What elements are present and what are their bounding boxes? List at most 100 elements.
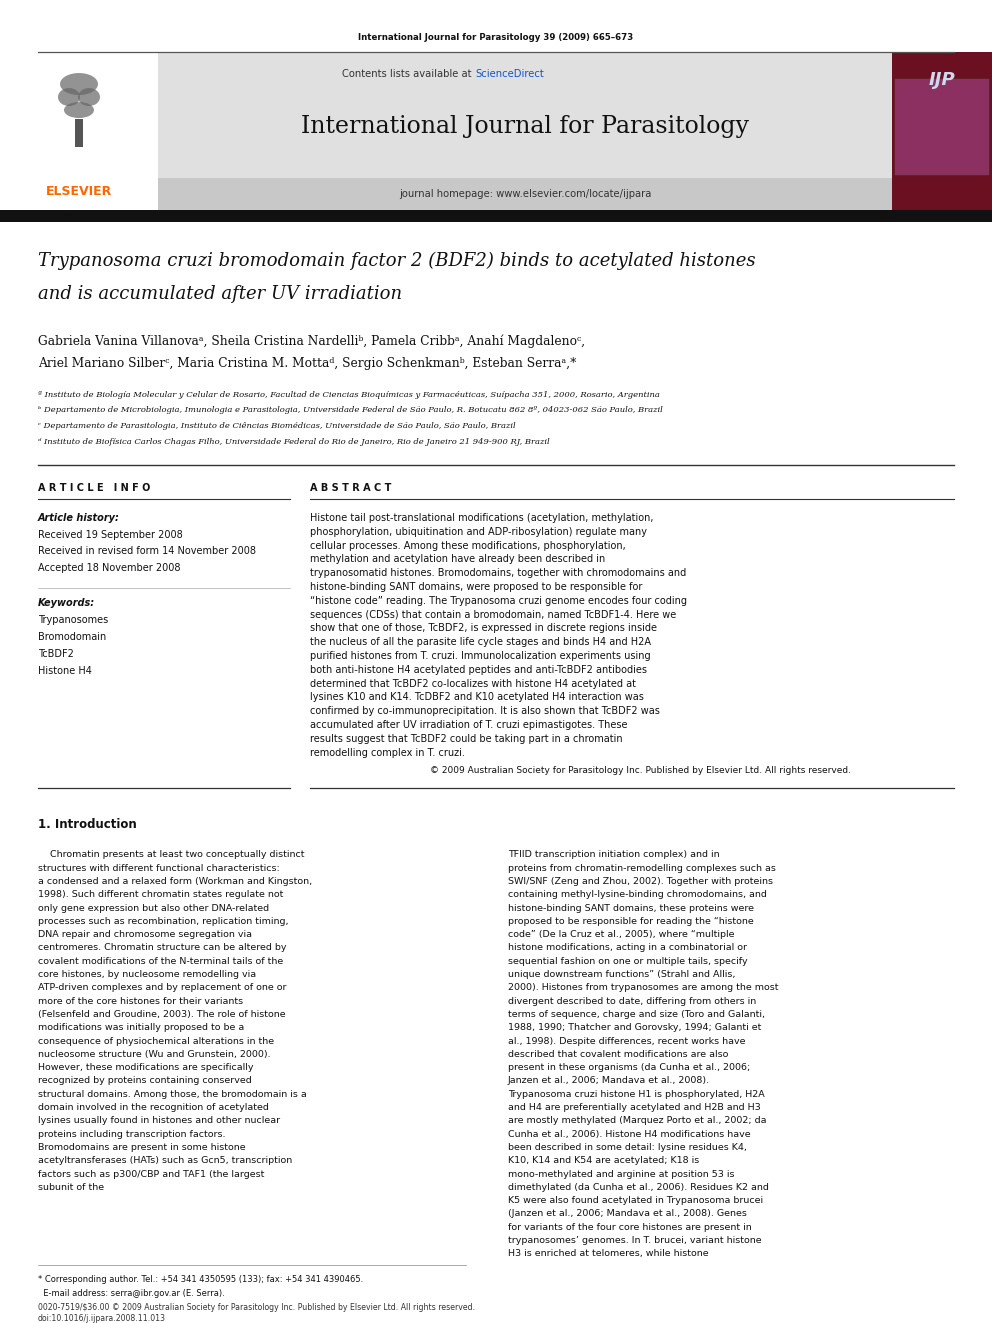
- Ellipse shape: [78, 89, 100, 106]
- Text: acetyltransferases (HATs) such as Gcn5, transcription: acetyltransferases (HATs) such as Gcn5, …: [38, 1156, 293, 1166]
- Text: histone modifications, acting in a combinatorial or: histone modifications, acting in a combi…: [508, 943, 747, 953]
- Text: sequences (CDSs) that contain a bromodomain, named TcBDF1-4. Here we: sequences (CDSs) that contain a bromodom…: [310, 610, 677, 619]
- Bar: [895, 79, 989, 175]
- Text: present in these organisms (da Cunha et al., 2006;: present in these organisms (da Cunha et …: [508, 1064, 750, 1072]
- Text: trypanosomes’ genomes. In T. brucei, variant histone: trypanosomes’ genomes. In T. brucei, var…: [508, 1236, 762, 1245]
- Text: are mostly methylated (Marquez Porto et al., 2002; da: are mostly methylated (Marquez Porto et …: [508, 1117, 767, 1126]
- Text: Keywords:: Keywords:: [38, 598, 95, 609]
- Text: the nucleus of all the parasite life cycle stages and binds H4 and H2A: the nucleus of all the parasite life cyc…: [310, 638, 651, 647]
- Text: proteins including transcription factors.: proteins including transcription factors…: [38, 1130, 225, 1139]
- Text: However, these modifications are specifically: However, these modifications are specifi…: [38, 1064, 254, 1072]
- Bar: [0, 210, 992, 222]
- Text: and H4 are preferentially acetylated and H2B and H3: and H4 are preferentially acetylated and…: [508, 1103, 761, 1113]
- Text: © 2009 Australian Society for Parasitology Inc. Published by Elsevier Ltd. All r: © 2009 Australian Society for Parasitolo…: [430, 766, 851, 775]
- Text: determined that TcBDF2 co-localizes with histone H4 acetylated at: determined that TcBDF2 co-localizes with…: [310, 679, 636, 688]
- Text: trypanosomatid histones. Bromodomains, together with chromodomains and: trypanosomatid histones. Bromodomains, t…: [310, 568, 686, 578]
- Text: Bromodomain: Bromodomain: [38, 632, 106, 642]
- Text: Ariel Mariano Silberᶜ, Maria Cristina M. Mottaᵈ, Sergio Schenkmanᵇ, Esteban Serr: Ariel Mariano Silberᶜ, Maria Cristina M.…: [38, 357, 576, 370]
- Text: A B S T R A C T: A B S T R A C T: [310, 483, 392, 493]
- Text: DNA repair and chromosome segregation via: DNA repair and chromosome segregation vi…: [38, 930, 252, 939]
- Text: processes such as recombination, replication timing,: processes such as recombination, replica…: [38, 917, 289, 926]
- Text: both anti-histone H4 acetylated peptides and anti-TcBDF2 antibodies: both anti-histone H4 acetylated peptides…: [310, 664, 647, 675]
- Text: core histones, by nucleosome remodelling via: core histones, by nucleosome remodelling…: [38, 970, 256, 979]
- Text: results suggest that TcBDF2 could be taking part in a chromatin: results suggest that TcBDF2 could be tak…: [310, 734, 623, 744]
- Text: mono-methylated and arginine at position 53 is: mono-methylated and arginine at position…: [508, 1170, 734, 1179]
- Text: Histone tail post-translational modifications (acetylation, methylation,: Histone tail post-translational modifica…: [310, 513, 654, 523]
- Text: structures with different functional characteristics:: structures with different functional cha…: [38, 864, 280, 873]
- Bar: [158, 179, 892, 210]
- Text: histone-binding SANT domains, these proteins were: histone-binding SANT domains, these prot…: [508, 904, 754, 913]
- Text: International Journal for Parasitology: International Journal for Parasitology: [301, 115, 749, 138]
- Text: code” (De la Cruz et al., 2005), where “multiple: code” (De la Cruz et al., 2005), where “…: [508, 930, 734, 939]
- Text: proteins from chromatin-remodelling complexes such as: proteins from chromatin-remodelling comp…: [508, 864, 776, 873]
- Text: divergent described to date, differing from others in: divergent described to date, differing f…: [508, 996, 756, 1005]
- Text: ᵈ Instituto de Biofísica Carlos Chagas Filho, Universidade Federal do Rio de Jan: ᵈ Instituto de Biofísica Carlos Chagas F…: [38, 438, 550, 446]
- Ellipse shape: [58, 89, 80, 106]
- Bar: [895, 79, 989, 175]
- Text: TcBDF2: TcBDF2: [38, 650, 73, 659]
- Text: Accepted 18 November 2008: Accepted 18 November 2008: [38, 564, 181, 573]
- Text: histone-binding SANT domains, were proposed to be responsible for: histone-binding SANT domains, were propo…: [310, 582, 643, 591]
- Text: centromeres. Chromatin structure can be altered by: centromeres. Chromatin structure can be …: [38, 943, 287, 953]
- Text: International Journal for Parasitology 39 (2009) 665–673: International Journal for Parasitology 3…: [358, 33, 634, 42]
- Text: consequence of physiochemical alterations in the: consequence of physiochemical alteration…: [38, 1037, 274, 1045]
- Text: 2000). Histones from trypanosomes are among the most: 2000). Histones from trypanosomes are am…: [508, 983, 779, 992]
- Text: Histone H4: Histone H4: [38, 665, 92, 676]
- Ellipse shape: [64, 102, 94, 118]
- Bar: [158, 52, 892, 210]
- Text: journal homepage: www.elsevier.com/locate/ijpara: journal homepage: www.elsevier.com/locat…: [399, 189, 651, 198]
- Text: ELSEVIER: ELSEVIER: [46, 184, 112, 197]
- Text: Gabriela Vanina Villanovaᵃ, Sheila Cristina Nardelliᵇ, Pamela Cribbᵃ, Anahí Magd: Gabriela Vanina Villanovaᵃ, Sheila Crist…: [38, 333, 585, 348]
- Text: confirmed by co-immunoprecipitation. It is also shown that TcBDF2 was: confirmed by co-immunoprecipitation. It …: [310, 706, 660, 716]
- Text: al., 1998). Despite differences, recent works have: al., 1998). Despite differences, recent …: [508, 1037, 746, 1045]
- Text: nucleosome structure (Wu and Grunstein, 2000).: nucleosome structure (Wu and Grunstein, …: [38, 1050, 271, 1058]
- Text: Trypanosoma cruzi bromodomain factor 2 (BDF2) binds to acetylated histones: Trypanosoma cruzi bromodomain factor 2 (…: [38, 251, 756, 270]
- Text: more of the core histones for their variants: more of the core histones for their vari…: [38, 996, 243, 1005]
- Text: accumulated after UV irradiation of T. cruzi epimastigotes. These: accumulated after UV irradiation of T. c…: [310, 720, 628, 730]
- Text: Chromatin presents at least two conceptually distinct: Chromatin presents at least two conceptu…: [38, 851, 305, 860]
- Text: lysines usually found in histones and other nuclear: lysines usually found in histones and ot…: [38, 1117, 280, 1126]
- Text: (Janzen et al., 2006; Mandava et al., 2008). Genes: (Janzen et al., 2006; Mandava et al., 20…: [508, 1209, 747, 1218]
- Text: factors such as p300/CBP and TAF1 (the largest: factors such as p300/CBP and TAF1 (the l…: [38, 1170, 265, 1179]
- Text: IJP: IJP: [929, 71, 955, 89]
- Text: show that one of those, TcBDF2, is expressed in discrete regions inside: show that one of those, TcBDF2, is expre…: [310, 623, 657, 634]
- Text: 0020-7519/$36.00 © 2009 Australian Society for Parasitology Inc. Published by El: 0020-7519/$36.00 © 2009 Australian Socie…: [38, 1303, 475, 1312]
- Text: * Corresponding author. Tel.: +54 341 4350595 (133); fax: +54 341 4390465.: * Corresponding author. Tel.: +54 341 43…: [38, 1275, 363, 1285]
- Text: sequential fashion on one or multiple tails, specify: sequential fashion on one or multiple ta…: [508, 957, 748, 966]
- Text: H3 is enriched at telomeres, while histone: H3 is enriched at telomeres, while histo…: [508, 1249, 708, 1258]
- Text: cellular processes. Among these modifications, phosphorylation,: cellular processes. Among these modifica…: [310, 541, 626, 550]
- Text: methylation and acetylation have already been described in: methylation and acetylation have already…: [310, 554, 605, 565]
- Text: containing methyl-lysine-binding chromodomains, and: containing methyl-lysine-binding chromod…: [508, 890, 767, 900]
- Text: Janzen et al., 2006; Mandava et al., 2008).: Janzen et al., 2006; Mandava et al., 200…: [508, 1077, 710, 1085]
- Text: Received in revised form 14 November 2008: Received in revised form 14 November 200…: [38, 546, 256, 556]
- Text: and is accumulated after UV irradiation: and is accumulated after UV irradiation: [38, 284, 402, 303]
- Text: “histone code” reading. The Trypanosoma cruzi genome encodes four coding: “histone code” reading. The Trypanosoma …: [310, 595, 687, 606]
- Text: been described in some detail: lysine residues K4,: been described in some detail: lysine re…: [508, 1143, 747, 1152]
- Text: modifications was initially proposed to be a: modifications was initially proposed to …: [38, 1023, 244, 1032]
- Text: subunit of the: subunit of the: [38, 1183, 104, 1192]
- Text: phosphorylation, ubiquitination and ADP-ribosylation) regulate many: phosphorylation, ubiquitination and ADP-…: [310, 527, 647, 537]
- Text: 1. Introduction: 1. Introduction: [38, 819, 137, 831]
- Text: unique downstream functions” (Strahl and Allis,: unique downstream functions” (Strahl and…: [508, 970, 735, 979]
- Text: domain involved in the recognition of acetylated: domain involved in the recognition of ac…: [38, 1103, 269, 1113]
- Ellipse shape: [60, 73, 98, 95]
- Text: TFIID transcription initiation complex) and in: TFIID transcription initiation complex) …: [508, 851, 719, 860]
- Text: only gene expression but also other DNA-related: only gene expression but also other DNA-…: [38, 904, 269, 913]
- Bar: [892, 52, 992, 210]
- Text: Trypanosoma cruzi histone H1 is phosphorylated, H2A: Trypanosoma cruzi histone H1 is phosphor…: [508, 1090, 765, 1099]
- Text: dimethylated (da Cunha et al., 2006). Residues K2 and: dimethylated (da Cunha et al., 2006). Re…: [508, 1183, 769, 1192]
- Text: 1998). Such different chromatin states regulate not: 1998). Such different chromatin states r…: [38, 890, 284, 900]
- Text: ScienceDirect: ScienceDirect: [475, 69, 544, 79]
- Text: ᵇ Departamento de Microbiologia, Imunologia e Parasitologia, Universidade Federa: ᵇ Departamento de Microbiologia, Imunolo…: [38, 406, 663, 414]
- Text: Article history:: Article history:: [38, 513, 120, 523]
- Text: lysines K10 and K14. TcDBF2 and K10 acetylated H4 interaction was: lysines K10 and K14. TcDBF2 and K10 acet…: [310, 692, 644, 703]
- Text: K5 were also found acetylated in Trypanosoma brucei: K5 were also found acetylated in Trypano…: [508, 1196, 763, 1205]
- Text: a condensed and a relaxed form (Workman and Kingston,: a condensed and a relaxed form (Workman …: [38, 877, 312, 886]
- Text: E-mail address: serra@ibr.gov.ar (E. Serra).: E-mail address: serra@ibr.gov.ar (E. Ser…: [38, 1289, 225, 1298]
- Text: Received 19 September 2008: Received 19 September 2008: [38, 531, 183, 540]
- Text: ª Instituto de Biología Molecular y Celular de Rosario, Facultad de Ciencias Bio: ª Instituto de Biología Molecular y Celu…: [38, 392, 660, 400]
- Text: 1988, 1990; Thatcher and Gorovsky, 1994; Galanti et: 1988, 1990; Thatcher and Gorovsky, 1994;…: [508, 1023, 762, 1032]
- Text: SWI/SNF (Zeng and Zhou, 2002). Together with proteins: SWI/SNF (Zeng and Zhou, 2002). Together …: [508, 877, 773, 886]
- Text: Bromodomains are present in some histone: Bromodomains are present in some histone: [38, 1143, 246, 1152]
- Text: remodelling complex in T. cruzi.: remodelling complex in T. cruzi.: [310, 747, 465, 758]
